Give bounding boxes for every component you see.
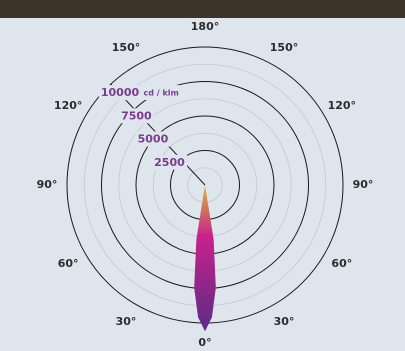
label-bg: [135, 131, 171, 147]
theta-tick-label: 90°: [353, 178, 374, 191]
theta-tick-label: 30°: [274, 315, 295, 328]
theta-tick-label: 180°: [191, 20, 219, 33]
photo-strip: [0, 0, 405, 18]
r-tick-label: 2500: [154, 156, 185, 169]
theta-tick-label: 90°: [37, 178, 58, 191]
theta-tick-label: 60°: [331, 257, 352, 270]
label-bg: [98, 85, 181, 101]
r-tick-label: 10000: [101, 86, 140, 99]
label-bg: [119, 108, 155, 124]
theta-tick-label: 150°: [112, 41, 140, 54]
theta-tick-label: 120°: [54, 99, 82, 112]
r-tick-label: 7500: [121, 109, 152, 122]
r-unit: cd / klm: [143, 89, 178, 98]
theta-tick-label: 120°: [328, 99, 356, 112]
theta-tick-label: 60°: [58, 257, 79, 270]
theta-tick-label: 30°: [116, 315, 137, 328]
r-tick-label: 5000: [138, 133, 169, 146]
theta-tick-label: 150°: [270, 41, 298, 54]
label-bg: [152, 154, 188, 170]
theta-tick-label: 0°: [198, 336, 211, 349]
intensity-lobe: [194, 185, 216, 332]
